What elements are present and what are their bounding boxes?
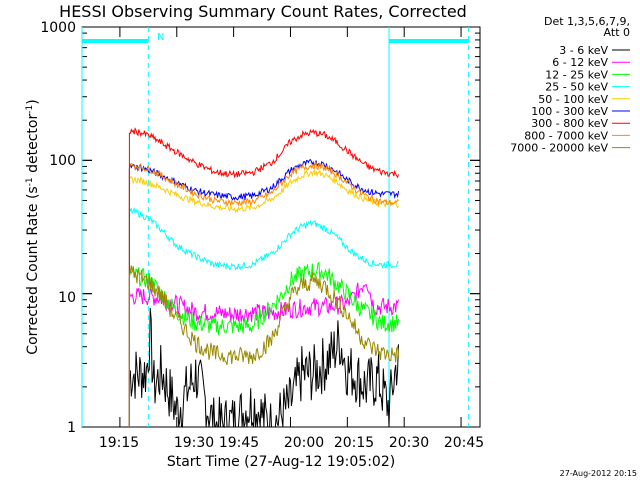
legend-label: 100 - 300 keV xyxy=(531,105,608,118)
series-line xyxy=(128,161,399,427)
series-line xyxy=(128,307,399,428)
x-tick-label: 20:00 xyxy=(284,435,324,451)
x-tick-label: 20:15 xyxy=(334,435,374,451)
x-tick-label: 19:30 xyxy=(174,435,214,451)
legend-label: 300 - 800 keV xyxy=(531,117,608,130)
x-tick-label: 20:45 xyxy=(444,435,484,451)
series-line xyxy=(128,127,399,427)
y-axis-label: Corrected Count Rate (s-1 detector-1) xyxy=(25,99,41,354)
flag-label: N xyxy=(157,32,164,43)
spacecraft-flags xyxy=(81,27,470,427)
y-tick-label: 1 xyxy=(67,420,76,436)
x-tick-label: 20:30 xyxy=(389,435,429,451)
legend-label: 50 - 100 keV xyxy=(538,93,608,106)
y-tick-label: 10 xyxy=(58,290,76,306)
legend-label: 12 - 25 keV xyxy=(545,68,608,81)
timestamp-annotation: 27-Aug-2012 20:15 xyxy=(560,469,637,478)
series-layer xyxy=(128,127,399,428)
series-line xyxy=(128,282,399,427)
legend-header-line: Det 1,3,5,6,7,9, xyxy=(544,15,630,28)
y-axis-label-text: Corrected Count Rate (s-1 detector-1) xyxy=(25,99,41,354)
axis-ticks xyxy=(82,26,480,428)
legend-label: 25 - 50 keV xyxy=(545,81,608,94)
legend-label: 800 - 7000 keV xyxy=(524,129,608,142)
x-axis-label: Start Time (27-Aug-12 19:05:02) xyxy=(167,454,395,470)
chart-title: HESSI Observing Summary Count Rates, Cor… xyxy=(59,2,467,21)
series-line xyxy=(128,168,399,427)
plot-frame xyxy=(81,26,481,428)
series-line xyxy=(128,207,399,427)
series-line xyxy=(128,261,399,427)
legend-label: 3 - 6 keV xyxy=(559,44,608,57)
x-tick-label: 19:45 xyxy=(219,435,259,451)
y-tick-label: 1000 xyxy=(40,20,76,36)
legend-header-line: Att 0 xyxy=(604,26,630,39)
legend-label: 7000 - 20000 keV xyxy=(510,142,608,155)
legend-label: 6 - 12 keV xyxy=(552,56,608,69)
series-line xyxy=(128,158,399,427)
x-tick-label: 19:15 xyxy=(99,435,139,451)
series-line xyxy=(128,265,399,427)
y-tick-label: 100 xyxy=(49,153,76,169)
